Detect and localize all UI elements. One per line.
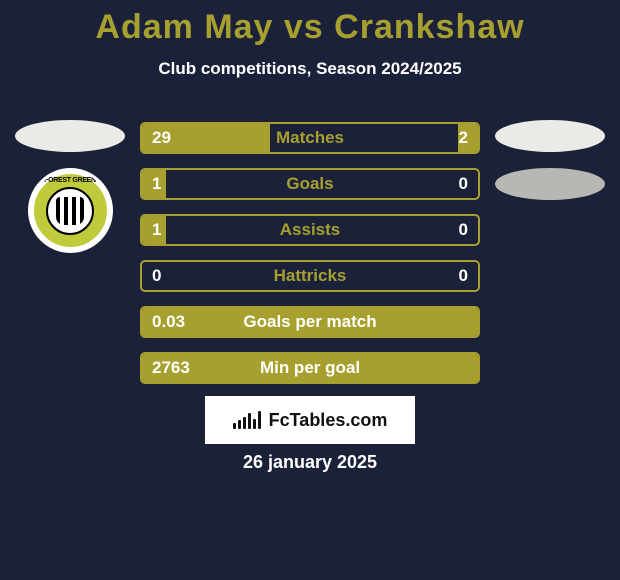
infographic-root: Adam May vs Crankshaw Club competitions,… [0,0,620,580]
stat-left-value: 0 [152,266,161,286]
logo-bar [238,420,241,429]
fctables-logo-icon [233,411,261,429]
stat-right-value: 0 [459,174,468,194]
stat-row: 29 Matches 2 [140,122,480,154]
date-label: 26 january 2025 [243,452,377,473]
stat-left-value: 1 [152,220,161,240]
stat-row: 1 Goals 0 [140,168,480,200]
stat-row: 0.03 Goals per match [140,306,480,338]
crest-stripes-icon [56,197,84,225]
stat-label: Hattricks [274,266,347,286]
left-club-crest: FOREST GREEN [28,168,113,253]
logo-bar [253,419,256,429]
stat-left-value: 29 [152,128,171,148]
stat-row: 0 Hattricks 0 [140,260,480,292]
brand-box: FcTables.com [205,396,415,444]
crest-inner [46,187,94,235]
stat-label: Assists [280,220,340,240]
logo-bar [243,417,246,429]
stat-row: 1 Assists 0 [140,214,480,246]
right-player-badges [490,120,610,200]
stat-row: 2763 Min per goal [140,352,480,384]
stat-label: Min per goal [260,358,360,378]
stat-label: Matches [276,128,344,148]
right-player-ellipse-1 [495,120,605,152]
crest-text: FOREST GREEN [44,177,96,184]
subtitle: Club competitions, Season 2024/2025 [0,59,620,79]
left-player-ellipse [15,120,125,152]
stat-left-value: 0.03 [152,312,185,332]
stat-right-value: 0 [459,220,468,240]
stat-label: Goals [286,174,333,194]
logo-bar [248,413,251,429]
stat-right-value: 0 [459,266,468,286]
brand-text: FcTables.com [269,410,388,431]
stats-list: 29 Matches 2 1 Goals 0 1 Assists 0 0 Hattricks 0 0.0… [140,122,480,384]
page-title: Adam May vs Crankshaw [0,0,620,47]
stat-left-value: 2763 [152,358,190,378]
left-player-badges: FOREST GREEN [10,120,130,253]
stat-left-value: 1 [152,174,161,194]
stat-label: Goals per match [243,312,376,332]
logo-bar [258,411,261,429]
right-player-ellipse-2 [495,168,605,200]
stat-right-value: 2 [459,128,468,148]
logo-bar [233,423,236,429]
